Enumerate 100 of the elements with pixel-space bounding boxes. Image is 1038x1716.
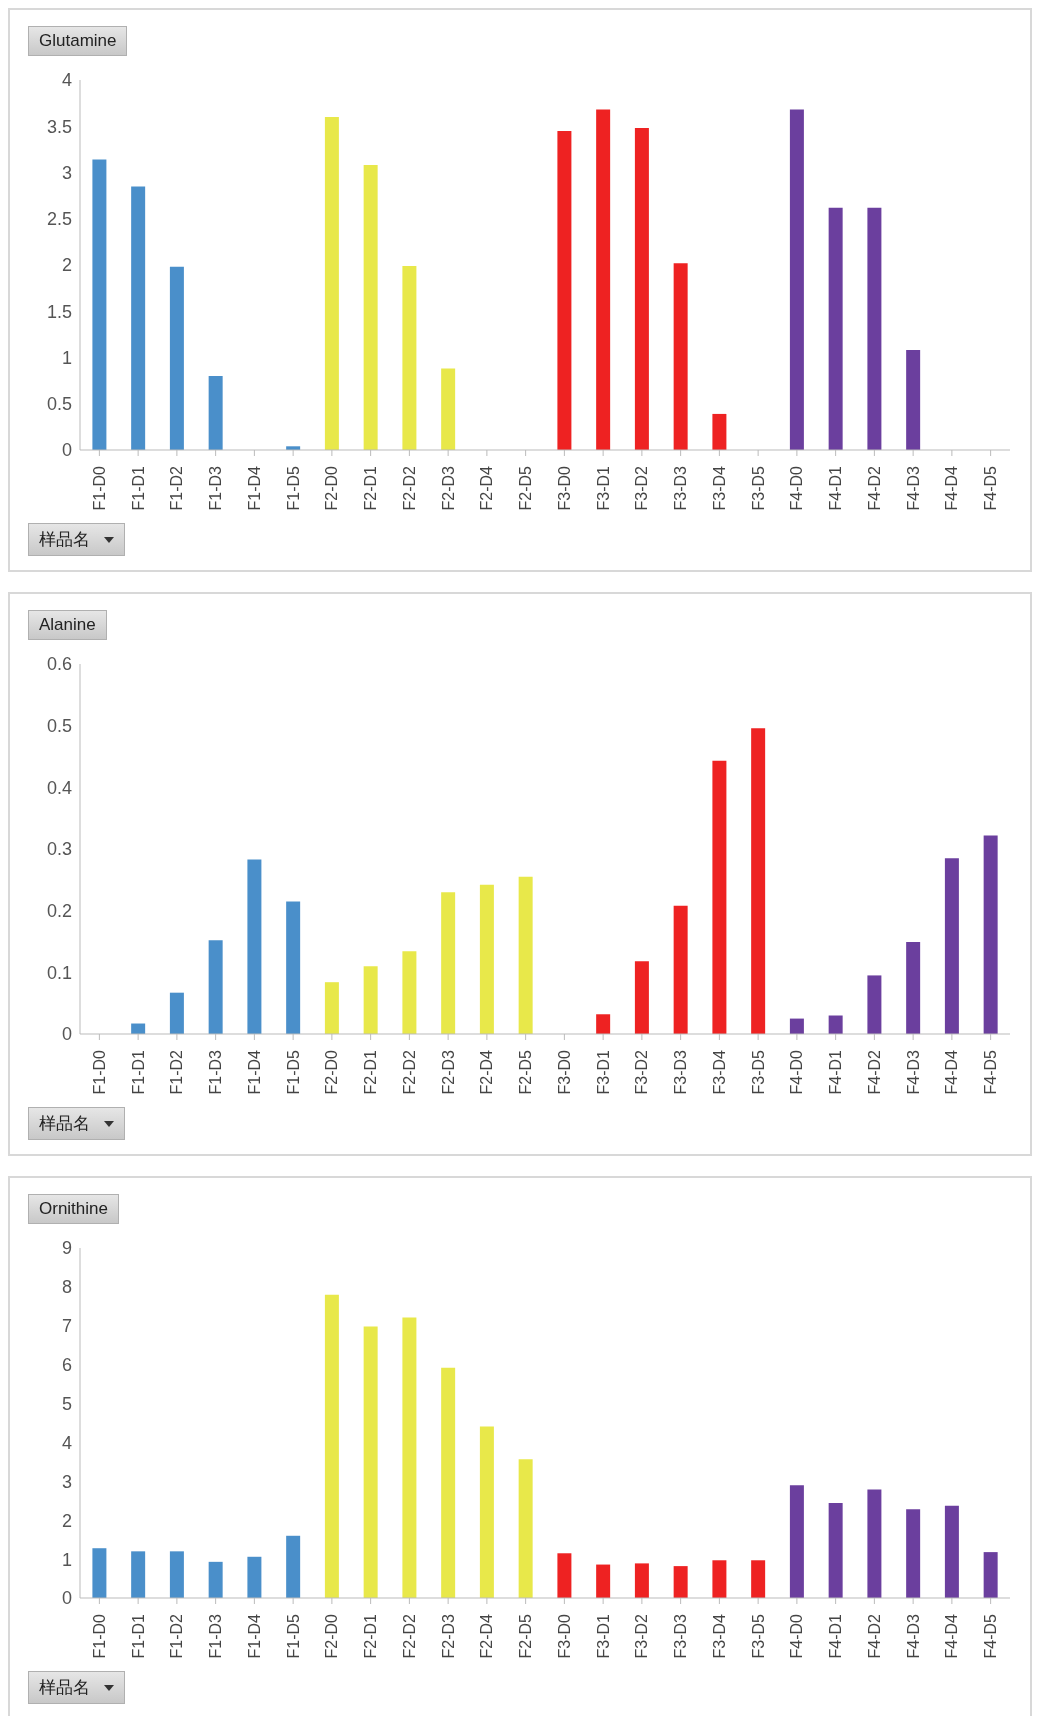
x-tick-label: F2-D5 xyxy=(517,1049,535,1095)
y-tick-label: 3 xyxy=(61,162,72,183)
bar xyxy=(944,1505,959,1598)
x-tick-label: F2-D3 xyxy=(439,1049,457,1095)
x-tick-label: F3-D2 xyxy=(633,1049,651,1095)
bar xyxy=(131,1551,146,1598)
bar xyxy=(247,859,262,1034)
bar xyxy=(634,961,649,1034)
bar xyxy=(906,942,921,1034)
bar xyxy=(789,109,804,450)
x-tick-label: F4-D4 xyxy=(943,1049,961,1095)
bar xyxy=(828,207,843,450)
x-tick-label: F3-D2 xyxy=(633,465,651,511)
x-tick-label: F4-D4 xyxy=(943,1613,961,1659)
bar xyxy=(751,1560,766,1598)
x-tick-label: F1-D0 xyxy=(90,465,108,511)
x-tick-label: F3-D4 xyxy=(710,465,728,511)
bar xyxy=(131,186,146,450)
bar xyxy=(441,1367,456,1598)
y-tick-label: 0.4 xyxy=(46,777,72,798)
bar xyxy=(867,975,882,1034)
x-tick-label: F1-D0 xyxy=(90,1613,108,1659)
x-tick-label: F1-D5 xyxy=(284,465,302,511)
bar xyxy=(867,207,882,450)
x-tick-label: F1-D5 xyxy=(284,1049,302,1095)
x-tick-label: F4-D1 xyxy=(827,465,845,511)
x-tick-label: F3-D5 xyxy=(749,1049,767,1095)
bar xyxy=(557,130,572,450)
x-tick-label: F2-D1 xyxy=(362,1613,380,1659)
y-tick-label: 0 xyxy=(61,440,72,461)
x-tick-label: F1-D1 xyxy=(129,1049,147,1095)
bar xyxy=(712,1560,727,1598)
y-tick-label: 3.5 xyxy=(46,116,72,137)
bar xyxy=(92,1548,107,1598)
x-tick-label: F1-D4 xyxy=(245,465,263,511)
bar xyxy=(92,159,107,450)
bar xyxy=(441,368,456,450)
x-tick-label: F2-D5 xyxy=(517,465,535,511)
y-tick-label: 9 xyxy=(61,1238,72,1259)
bar xyxy=(363,165,378,450)
x-tick-label: F1-D2 xyxy=(168,1049,186,1095)
x-tick-label: F4-D5 xyxy=(982,1613,1000,1659)
bar xyxy=(557,1553,572,1598)
x-tick-label: F3-D3 xyxy=(672,1049,690,1095)
x-tick-label: F3-D3 xyxy=(672,465,690,511)
x-tick-label: F3-D1 xyxy=(594,465,612,511)
y-tick-label: 0.5 xyxy=(46,716,72,737)
x-tick-label: F2-D0 xyxy=(323,1613,341,1659)
y-tick-label: 0.6 xyxy=(46,654,72,675)
y-tick-label: 0 xyxy=(61,1024,72,1045)
x-tick-label: F2-D0 xyxy=(323,1049,341,1095)
x-tick-label: F4-D3 xyxy=(904,1049,922,1095)
x-tick-label: F4-D2 xyxy=(865,1613,883,1659)
bar xyxy=(286,1535,301,1598)
x-tick-label: F4-D2 xyxy=(865,465,883,511)
x-axis-title: 样品名 xyxy=(39,529,90,551)
bar xyxy=(634,128,649,450)
y-tick-label: 2 xyxy=(61,1510,72,1531)
bar xyxy=(169,266,184,450)
bar xyxy=(441,892,456,1034)
x-tick-label: F3-D4 xyxy=(710,1049,728,1095)
y-tick-label: 1 xyxy=(61,347,72,368)
x-tick-label: F1-D3 xyxy=(207,1613,225,1659)
x-tick-label: F3-D0 xyxy=(555,1613,573,1659)
x-tick-label: F4-D0 xyxy=(788,1049,806,1095)
bar xyxy=(169,992,184,1034)
bar xyxy=(402,1317,417,1598)
y-tick-label: 4 xyxy=(61,1432,72,1453)
chart-title: Ornithine xyxy=(28,1194,119,1224)
bar xyxy=(479,884,494,1034)
bar xyxy=(208,1561,223,1598)
x-tick-label: F1-D4 xyxy=(245,1049,263,1095)
x-tick-label: F1-D3 xyxy=(207,1049,225,1095)
bar xyxy=(983,1552,998,1598)
bar xyxy=(751,728,766,1034)
x-tick-label: F1-D2 xyxy=(168,1613,186,1659)
bar xyxy=(673,905,688,1034)
bar xyxy=(789,1485,804,1598)
x-tick-label: F4-D1 xyxy=(827,1613,845,1659)
bar xyxy=(789,1018,804,1034)
bar xyxy=(828,1503,843,1598)
bar xyxy=(712,760,727,1034)
x-tick-label: F2-D3 xyxy=(439,465,457,511)
bar xyxy=(402,265,417,450)
x-axis-title: 样品名 xyxy=(39,1113,90,1135)
bar xyxy=(673,263,688,450)
bar xyxy=(712,413,727,450)
bar xyxy=(596,109,611,450)
x-tick-label: F3-D1 xyxy=(594,1613,612,1659)
bar xyxy=(324,117,339,450)
y-tick-label: 1 xyxy=(61,1549,72,1570)
y-tick-label: 0.1 xyxy=(46,962,72,983)
x-tick-label: F4-D0 xyxy=(788,1613,806,1659)
x-tick-label: F2-D2 xyxy=(400,465,418,511)
x-tick-label: F4-D5 xyxy=(982,465,1000,511)
x-tick-label: F1-D4 xyxy=(245,1613,263,1659)
x-tick-label: F4-D1 xyxy=(827,1049,845,1095)
x-tick-label: F3-D1 xyxy=(594,1049,612,1095)
y-tick-label: 5 xyxy=(61,1393,72,1414)
x-tick-label: F4-D5 xyxy=(982,1049,1000,1095)
